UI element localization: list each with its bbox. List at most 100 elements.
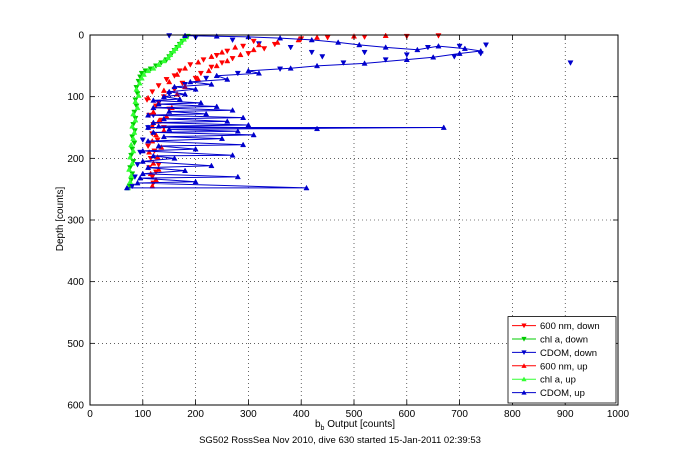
- data-point: [240, 114, 247, 120]
- data-point: [456, 50, 463, 56]
- data-point: [461, 45, 468, 51]
- data-point: [149, 89, 156, 95]
- x-tick-label: 500: [346, 409, 363, 420]
- legend-swatch-marker: [521, 390, 527, 395]
- x-tick-label: 100: [134, 409, 151, 420]
- data-point: [134, 179, 141, 186]
- data-point: [361, 49, 368, 56]
- data-point: [208, 81, 215, 87]
- data-point: [137, 174, 144, 181]
- data-point: [133, 86, 140, 92]
- data-point: [255, 41, 262, 48]
- data-point: [160, 133, 167, 140]
- data-point: [208, 53, 215, 59]
- data-point: [213, 62, 220, 69]
- data-point: [150, 129, 157, 135]
- data-point: [134, 104, 141, 111]
- data-point: [477, 47, 484, 54]
- data-point: [255, 70, 262, 76]
- data-point: [218, 135, 226, 141]
- data-point: [145, 94, 152, 101]
- legend-swatch-marker: [521, 336, 527, 342]
- legend-swatch-marker: [521, 350, 527, 355]
- data-point: [166, 126, 173, 132]
- data-point: [135, 92, 142, 98]
- data-point: [414, 46, 421, 53]
- legend-label: CDOM, down: [540, 348, 597, 359]
- data-point: [229, 56, 236, 62]
- x-tick-label: 700: [451, 409, 468, 420]
- data-point: [224, 118, 231, 124]
- y-tick-label: 300: [67, 216, 84, 227]
- data-point: [130, 147, 137, 154]
- data-point: [126, 166, 133, 172]
- y-tick-label: 0: [78, 31, 84, 42]
- data-point: [146, 149, 153, 155]
- data-point: [182, 91, 189, 97]
- data-point: [229, 152, 236, 158]
- data-point: [130, 135, 137, 141]
- data-point: [127, 178, 134, 185]
- x-axis-label-rest: Output [counts]: [324, 419, 395, 430]
- data-point: [335, 39, 342, 45]
- data-point: [234, 128, 241, 134]
- data-point: [361, 60, 368, 66]
- data-point: [203, 75, 210, 82]
- data-point: [250, 46, 257, 53]
- data-point: [314, 125, 321, 132]
- data-point: [150, 104, 157, 111]
- data-point: [192, 75, 199, 82]
- series-4: [124, 33, 190, 191]
- data-point: [192, 145, 199, 152]
- data-point: [208, 64, 215, 71]
- data-point: [567, 60, 574, 66]
- x-tick-label: 400: [293, 409, 310, 420]
- data-point: [314, 34, 321, 40]
- data-point: [430, 54, 437, 60]
- data-point: [382, 44, 389, 50]
- data-point: [218, 60, 226, 66]
- data-point: [175, 42, 182, 48]
- data-point: [139, 158, 146, 164]
- legend-box: [507, 316, 617, 404]
- data-point: [139, 147, 146, 154]
- data-point: [131, 129, 138, 135]
- data-point: [213, 103, 220, 109]
- data-point: [205, 67, 212, 74]
- data-point: [277, 34, 284, 41]
- data-point: [160, 87, 167, 93]
- data-point: [160, 115, 167, 122]
- data-point: [176, 68, 183, 74]
- data-point: [177, 39, 184, 45]
- data-point: [140, 71, 147, 77]
- data-point: [166, 108, 173, 114]
- data-point: [123, 184, 130, 191]
- data-point: [176, 96, 183, 102]
- data-point: [208, 162, 215, 169]
- data-point: [166, 88, 173, 95]
- data-point: [456, 43, 463, 50]
- data-point: [150, 119, 157, 125]
- data-point: [171, 155, 178, 161]
- data-point: [129, 123, 136, 129]
- data-point: [403, 56, 410, 62]
- data-point: [308, 49, 315, 56]
- data-point: [145, 143, 152, 150]
- data-point: [229, 107, 236, 113]
- x-tick-label: 200: [187, 409, 204, 420]
- data-point: [166, 78, 173, 85]
- data-point: [155, 142, 162, 149]
- data-point: [197, 70, 204, 77]
- data-point: [129, 160, 136, 166]
- x-axis-label-main: b: [315, 419, 321, 430]
- data-point: [203, 110, 210, 117]
- data-point: [182, 167, 189, 173]
- plot-series: [123, 32, 574, 191]
- data-point: [195, 59, 202, 65]
- data-point: [314, 62, 321, 69]
- data-point: [200, 57, 207, 63]
- data-point: [130, 110, 137, 117]
- x-tick-label: 300: [240, 409, 257, 420]
- data-point: [160, 57, 167, 64]
